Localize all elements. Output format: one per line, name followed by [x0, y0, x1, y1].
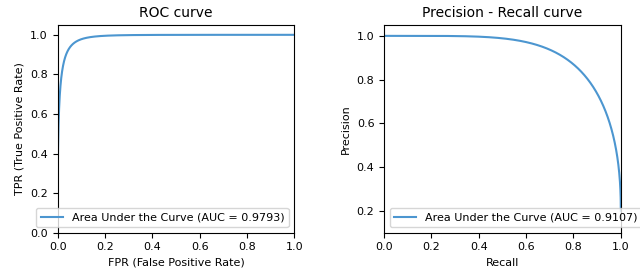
- Title: Precision - Recall curve: Precision - Recall curve: [422, 6, 582, 20]
- Line: Area Under the Curve (AUC = 0.9793): Area Under the Curve (AUC = 0.9793): [58, 35, 294, 233]
- X-axis label: Recall: Recall: [486, 258, 519, 268]
- Y-axis label: TPR (True Positive Rate): TPR (True Positive Rate): [15, 62, 24, 195]
- Y-axis label: Precision: Precision: [341, 104, 351, 154]
- Area Under the Curve (AUC = 0.9107): [421, 34, 429, 38]
- Title: ROC curve: ROC curve: [139, 6, 212, 20]
- Area Under the Curve (AUC = 0.9793): [291, 33, 298, 37]
- Area Under the Curve (AUC = 0.9107): [407, 34, 415, 37]
- Area Under the Curve (AUC = 0.9793): [81, 37, 88, 40]
- Line: Area Under the Curve (AUC = 0.9107): Area Under the Curve (AUC = 0.9107): [384, 36, 621, 211]
- Area Under the Curve (AUC = 0.9793): [155, 33, 163, 37]
- Area Under the Curve (AUC = 0.9793): [285, 33, 293, 37]
- Area Under the Curve (AUC = 0.9107): [612, 148, 620, 152]
- Area Under the Curve (AUC = 0.9793): [145, 33, 152, 37]
- Area Under the Curve (AUC = 0.9793): [54, 231, 61, 234]
- Area Under the Curve (AUC = 0.9107): [471, 35, 479, 38]
- Area Under the Curve (AUC = 0.9793): [95, 35, 102, 38]
- Area Under the Curve (AUC = 0.9107): [380, 34, 388, 37]
- Area Under the Curve (AUC = 0.9793): [260, 33, 268, 37]
- Area Under the Curve (AUC = 0.9107): [481, 35, 489, 39]
- X-axis label: FPR (False Positive Rate): FPR (False Positive Rate): [108, 258, 244, 268]
- Legend: Area Under the Curve (AUC = 0.9107): Area Under the Curve (AUC = 0.9107): [390, 208, 640, 227]
- Area Under the Curve (AUC = 0.9107): [587, 81, 595, 85]
- Legend: Area Under the Curve (AUC = 0.9793): Area Under the Curve (AUC = 0.9793): [36, 208, 289, 227]
- Area Under the Curve (AUC = 0.9107): [617, 209, 625, 212]
